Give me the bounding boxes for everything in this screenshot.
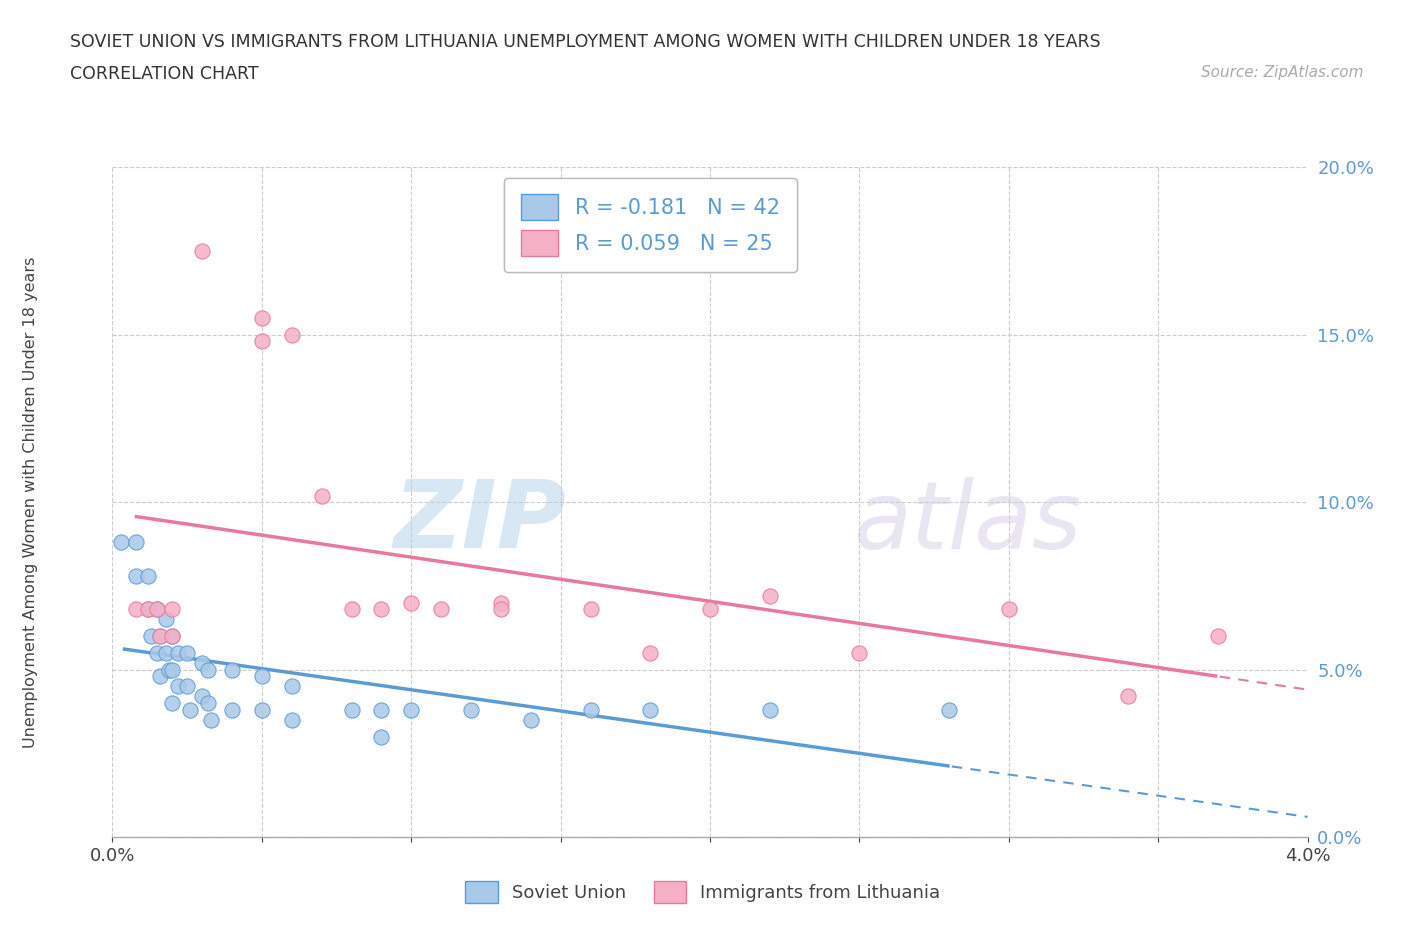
Point (179, 702, 201, 717)
Text: Source: ZipAtlas.com: Source: ZipAtlas.com (1201, 65, 1364, 80)
Point (167, 679, 190, 694)
Point (167, 645, 190, 660)
Point (281, 679, 304, 694)
Point (162, 629, 183, 644)
Point (138, 568, 160, 583)
Point (579, 702, 602, 717)
Point (340, 602, 363, 617)
Point (250, 311, 273, 325)
Point (489, 602, 512, 617)
Legend: R = -0.181   N = 42, R = 0.059   N = 25: R = -0.181 N = 42, R = 0.059 N = 25 (503, 178, 797, 272)
Point (221, 662, 243, 677)
Point (281, 712, 304, 727)
Point (138, 602, 160, 617)
Point (191, 689, 214, 704)
Point (401, 702, 423, 717)
Point (155, 612, 177, 627)
Point (250, 702, 273, 717)
Point (200, 712, 222, 727)
Point (125, 535, 148, 550)
Point (146, 645, 169, 660)
Point (162, 602, 183, 617)
Point (149, 669, 172, 684)
Point (638, 645, 661, 660)
Point (162, 696, 183, 711)
Point (997, 602, 1019, 617)
Point (197, 696, 219, 711)
Point (638, 702, 661, 717)
Point (125, 568, 148, 583)
Point (370, 729, 392, 744)
Point (110, 535, 132, 550)
Text: atlas: atlas (853, 477, 1081, 568)
Point (157, 662, 180, 677)
Point (146, 602, 169, 617)
Point (138, 602, 160, 617)
Text: CORRELATION CHART: CORRELATION CHART (70, 65, 259, 83)
Point (699, 602, 721, 617)
Point (370, 702, 392, 717)
Point (162, 629, 183, 644)
Point (250, 334, 273, 349)
Point (401, 595, 423, 610)
Point (250, 669, 273, 684)
Point (191, 244, 214, 259)
Point (197, 662, 219, 677)
Point (162, 662, 183, 677)
Point (758, 702, 780, 717)
Point (489, 595, 512, 610)
Point (938, 702, 960, 717)
Point (758, 589, 780, 604)
Point (125, 602, 148, 617)
Point (146, 602, 169, 617)
Legend: Soviet Union, Immigrants from Lithuania: Soviet Union, Immigrants from Lithuania (457, 871, 949, 911)
Point (370, 602, 392, 617)
Point (176, 645, 198, 660)
Point (149, 629, 172, 644)
Point (520, 712, 543, 727)
Text: ZIP: ZIP (394, 476, 567, 568)
Point (848, 645, 870, 660)
Point (460, 702, 482, 717)
Point (1206, 629, 1229, 644)
Point (430, 602, 453, 617)
Point (141, 629, 163, 644)
Text: Unemployment Among Women with Children Under 18 years: Unemployment Among Women with Children U… (24, 257, 38, 748)
Point (1116, 689, 1139, 704)
Point (155, 645, 177, 660)
Point (311, 488, 333, 503)
Point (176, 679, 198, 694)
Point (340, 702, 363, 717)
Text: SOVIET UNION VS IMMIGRANTS FROM LITHUANIA UNEMPLOYMENT AMONG WOMEN WITH CHILDREN: SOVIET UNION VS IMMIGRANTS FROM LITHUANI… (70, 33, 1101, 50)
Point (221, 702, 243, 717)
Point (281, 327, 304, 342)
Point (191, 656, 214, 671)
Point (579, 602, 602, 617)
Point (149, 629, 172, 644)
